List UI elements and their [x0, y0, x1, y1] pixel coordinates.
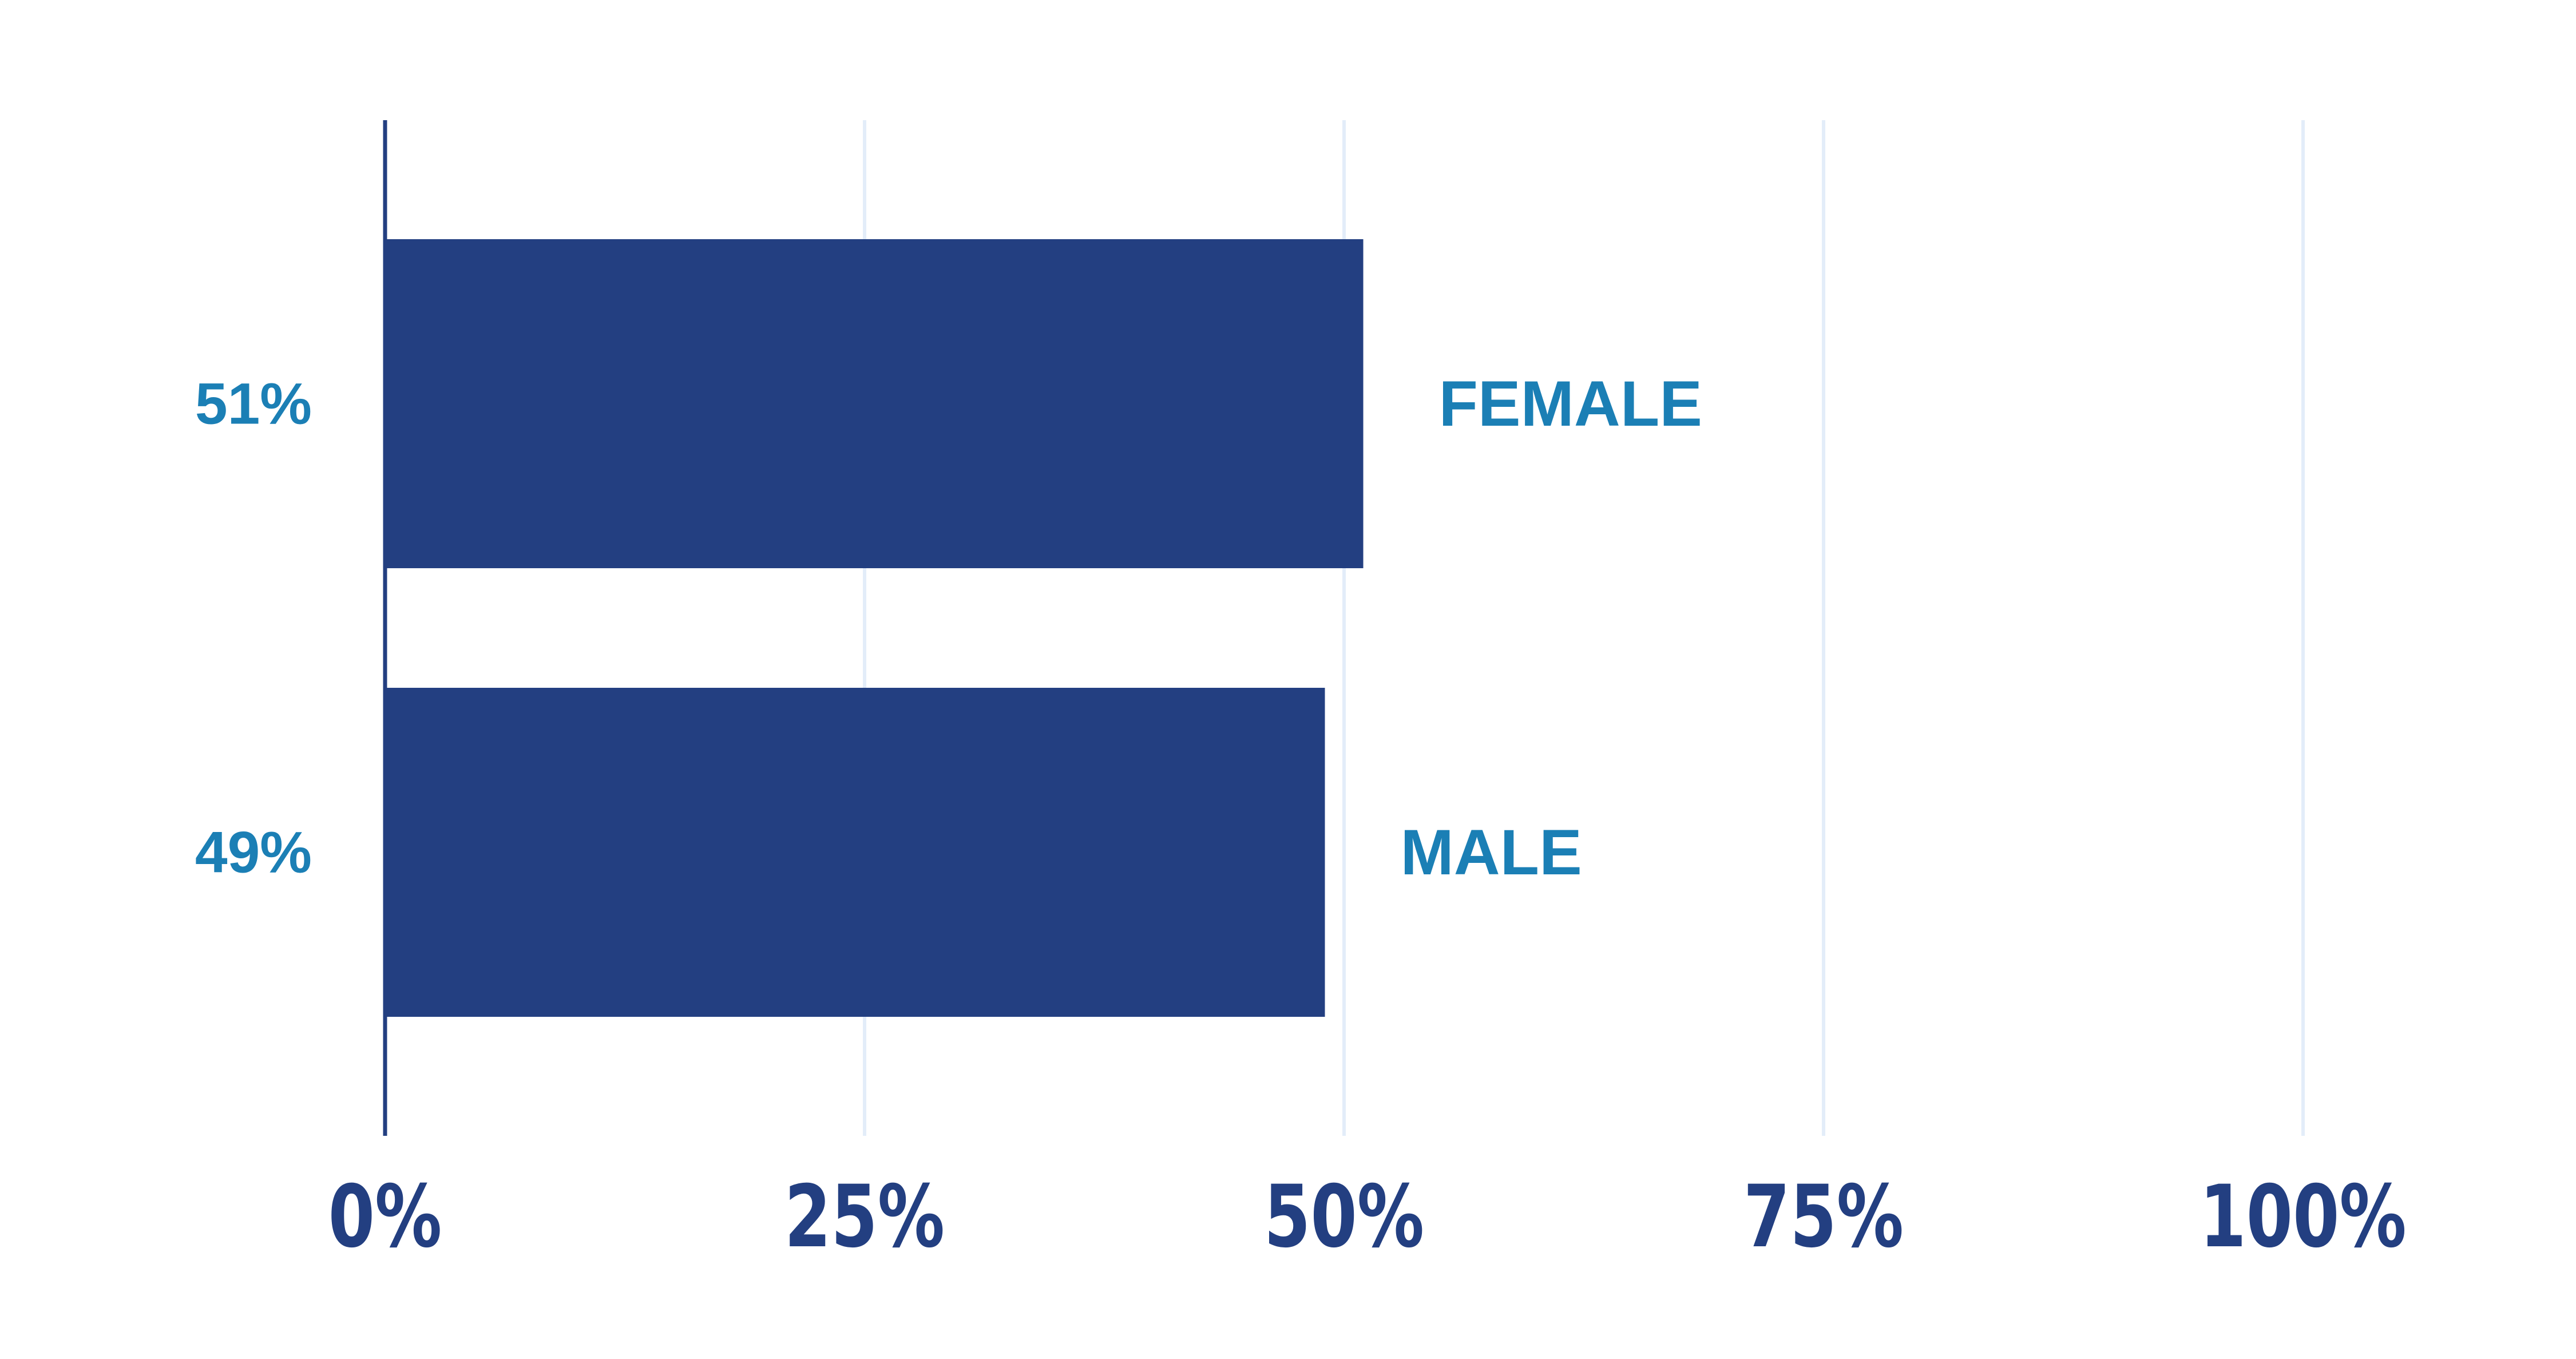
x-tick-label-75: 75% — [1743, 1167, 1904, 1267]
value-label-female: 51% — [195, 371, 312, 437]
bar-male — [385, 688, 1325, 1017]
x-tick-label-100: 100% — [2199, 1167, 2406, 1267]
x-tick-label-0: 0% — [328, 1167, 442, 1267]
labels: 51% FEMALE 49% MALE — [195, 368, 1702, 888]
category-label-male: MALE — [1400, 817, 1582, 888]
category-label-female: FEMALE — [1439, 368, 1702, 439]
x-tick-label-50: 50% — [1264, 1167, 1424, 1267]
x-tick-label-25: 25% — [784, 1167, 945, 1267]
bar-female — [385, 239, 1364, 568]
x-axis-ticks: 0% 25% 50% 75% 100% — [328, 1167, 2407, 1267]
value-label-male: 49% — [195, 820, 312, 885]
bars — [385, 239, 1364, 1017]
